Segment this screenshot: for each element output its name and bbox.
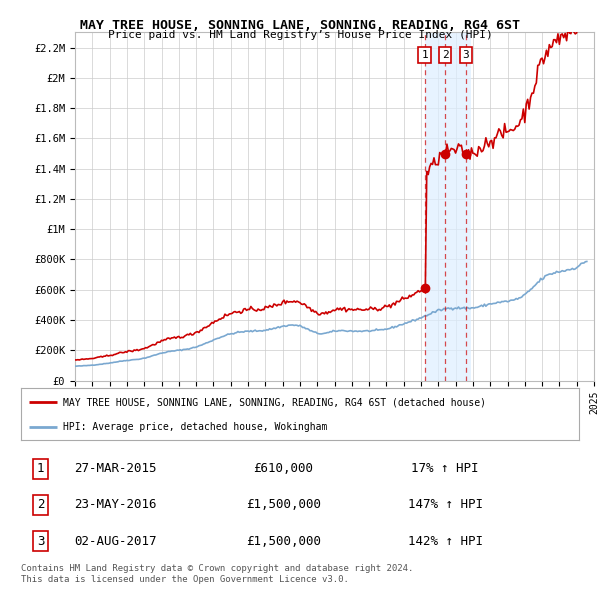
Text: 1: 1: [421, 50, 428, 60]
Text: 1: 1: [37, 463, 44, 476]
Text: Price paid vs. HM Land Registry’s House Price Index (HPI): Price paid vs. HM Land Registry’s House …: [107, 30, 493, 40]
Text: This data is licensed under the Open Government Licence v3.0.: This data is licensed under the Open Gov…: [21, 575, 349, 584]
Text: 17% ↑ HPI: 17% ↑ HPI: [412, 463, 479, 476]
Text: 147% ↑ HPI: 147% ↑ HPI: [407, 499, 482, 512]
Text: 142% ↑ HPI: 142% ↑ HPI: [407, 535, 482, 548]
Text: £1,500,000: £1,500,000: [246, 499, 321, 512]
Text: 3: 3: [463, 50, 469, 60]
Text: MAY TREE HOUSE, SONNING LANE, SONNING, READING, RG4 6ST: MAY TREE HOUSE, SONNING LANE, SONNING, R…: [80, 19, 520, 32]
Text: 02-AUG-2017: 02-AUG-2017: [74, 535, 157, 548]
Text: HPI: Average price, detached house, Wokingham: HPI: Average price, detached house, Woki…: [63, 422, 327, 431]
Text: Contains HM Land Registry data © Crown copyright and database right 2024.: Contains HM Land Registry data © Crown c…: [21, 564, 413, 573]
Bar: [425, 32, 471, 381]
Text: MAY TREE HOUSE, SONNING LANE, SONNING, READING, RG4 6ST (detached house): MAY TREE HOUSE, SONNING LANE, SONNING, R…: [63, 397, 486, 407]
Text: £610,000: £610,000: [253, 463, 313, 476]
Text: 27-MAR-2015: 27-MAR-2015: [74, 463, 157, 476]
Text: 2: 2: [442, 50, 448, 60]
Text: 23-MAY-2016: 23-MAY-2016: [74, 499, 157, 512]
Text: £1,500,000: £1,500,000: [246, 535, 321, 548]
Text: 3: 3: [37, 535, 44, 548]
Text: 2: 2: [37, 499, 44, 512]
